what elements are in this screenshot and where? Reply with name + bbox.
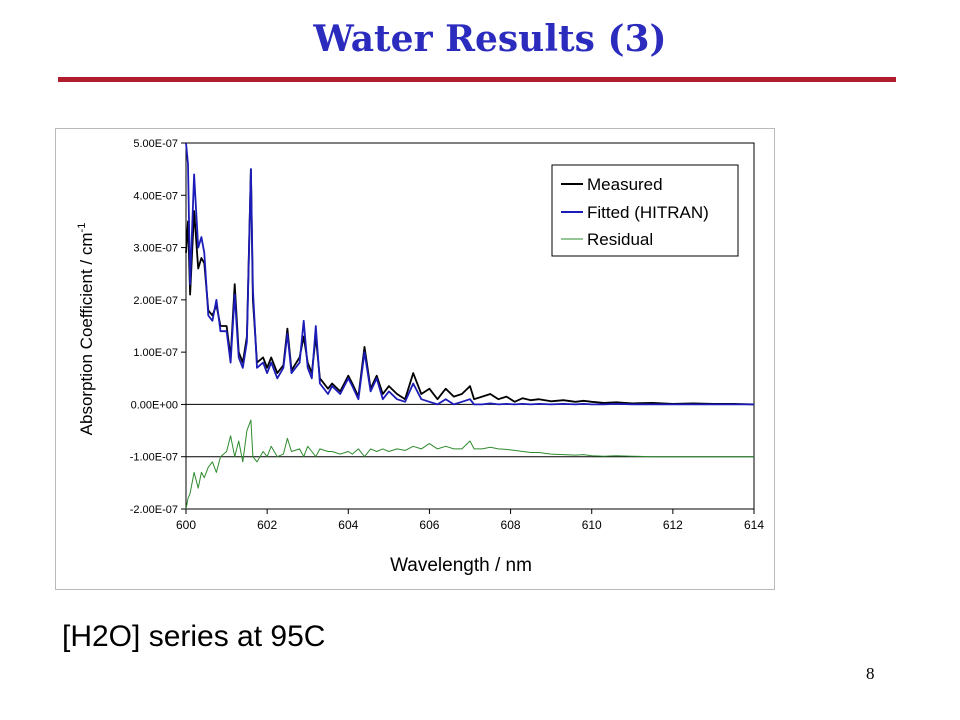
y-tick-label: 0.00E+00 xyxy=(131,399,178,411)
x-tick-label: 602 xyxy=(257,518,277,532)
y-tick-label: -1.00E-07 xyxy=(130,452,178,464)
y-axis-label-text: Absorption Coefficient / cm xyxy=(77,232,96,435)
legend-label-residual: Residual xyxy=(587,230,653,249)
x-tick-label: 612 xyxy=(663,518,683,532)
page-number: 8 xyxy=(866,664,875,683)
y-tick-label: 3.00E-07 xyxy=(133,243,178,255)
y-axis-label: Absorption Coefficient / cm-1 xyxy=(76,223,96,436)
x-tick-label: 606 xyxy=(419,518,439,532)
slide-title: Water Results (3) xyxy=(313,18,667,60)
slide-caption: [H2O] series at 95C xyxy=(62,620,326,653)
y-tick-label: 5.00E-07 xyxy=(133,138,178,150)
plot-area xyxy=(185,142,755,510)
x-tick-label: 610 xyxy=(582,518,602,532)
y-axis-label-superscript: -1 xyxy=(76,223,88,233)
legend-box xyxy=(551,164,739,257)
absorption-chart: 5.00E-07 4.00E-07 3.00E-07 2.00E-07 1.00E-07… xyxy=(76,138,764,576)
chart-container: 5.00E-07 4.00E-07 3.00E-07 2.00E-07 1.00E-07… xyxy=(55,128,775,590)
x-tick-label: 604 xyxy=(338,518,358,532)
series-line-residual xyxy=(185,419,754,510)
x-tick-label: 614 xyxy=(744,518,764,532)
y-tick-label: 1.00E-07 xyxy=(133,347,178,359)
y-tick-label: -2.00E-07 xyxy=(130,504,178,516)
x-tick-label: 608 xyxy=(501,518,521,532)
series-line-fitted xyxy=(185,142,754,406)
x-tick-label: 600 xyxy=(176,518,196,532)
legend-label-measured: Measured xyxy=(587,175,663,194)
y-tick-label: 2.00E-07 xyxy=(133,295,178,307)
title-divider xyxy=(58,77,896,82)
x-axis-label: Wavelength / nm xyxy=(390,555,532,576)
legend-label-fitted: Fitted (HITRAN) xyxy=(587,203,709,222)
legend: Measured Fitted (HITRAN) Residual xyxy=(551,164,739,257)
y-tick-label: 4.00E-07 xyxy=(133,190,178,202)
